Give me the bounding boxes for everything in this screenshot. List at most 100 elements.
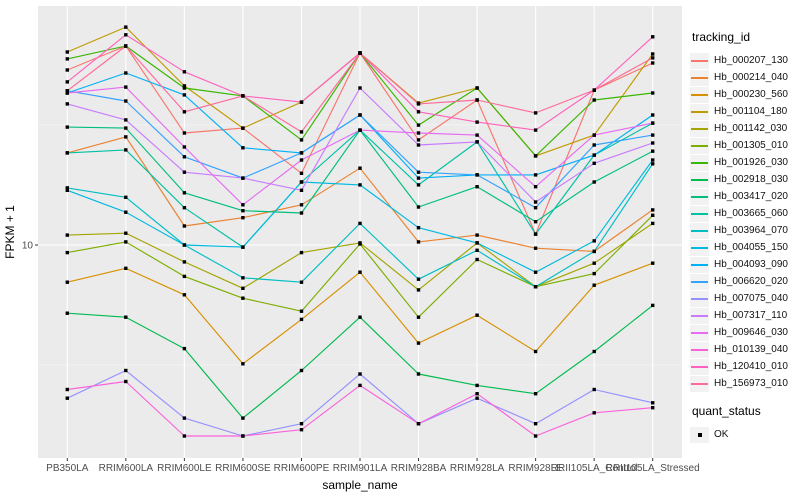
data-point [533, 434, 538, 438]
legend-item: Hb_009646_030 [690, 324, 800, 341]
data-point [416, 110, 421, 114]
legend-key [690, 375, 709, 392]
legend-line-swatch [691, 161, 708, 164]
data-point [241, 245, 245, 249]
legend-line-swatch [691, 212, 708, 215]
legend-item-label: Hb_004093_090 [714, 259, 788, 270]
data-point [475, 313, 479, 317]
y-axis-title: FPKM + 1 [3, 205, 17, 259]
x-tick-label: RRII105LA_Stressed [606, 463, 700, 474]
legend-item: Hb_120410_010 [690, 358, 800, 375]
data-point [651, 221, 655, 226]
x-tick-label: RRIM928LE [508, 463, 563, 474]
quant-ok-key [690, 426, 709, 443]
x-tick-label: RRIM600PE [274, 463, 330, 474]
legend-item: Hb_002918_030 [690, 171, 800, 188]
data-point [592, 387, 596, 392]
data-point [182, 86, 187, 90]
legend-key [690, 69, 709, 86]
data-point [182, 434, 187, 438]
legend-item: Hb_006620_020 [690, 273, 800, 290]
data-point [533, 285, 538, 289]
data-point [475, 185, 479, 189]
data-point [65, 57, 69, 61]
data-point [651, 208, 655, 212]
data-point [533, 154, 538, 158]
data-point [592, 98, 596, 102]
data-point [241, 216, 245, 220]
legend-item-label: Hb_003964_070 [714, 225, 788, 236]
legend-item-label: Hb_001305_010 [714, 140, 788, 151]
data-point [416, 183, 421, 187]
data-point [299, 280, 304, 284]
x-tick-label: RRII105LA_Control [551, 463, 638, 474]
data-point [182, 170, 187, 174]
x-tick-label: RRIM928BA [391, 463, 447, 474]
data-point [416, 102, 421, 106]
data-point [65, 387, 69, 392]
data-point [241, 203, 245, 207]
data-point [592, 349, 596, 354]
data-point [182, 274, 187, 279]
legend-line-swatch [691, 195, 708, 198]
data-point [299, 130, 304, 134]
x-tick-label: RRIM600LE [157, 463, 212, 474]
data-point [124, 210, 128, 214]
legend-key [690, 290, 709, 307]
x-tick-label: PB350LA [46, 463, 89, 474]
data-point [182, 84, 187, 88]
data-point [124, 266, 128, 270]
legend-item: Hb_000207_130 [690, 52, 800, 69]
data-point [182, 206, 187, 210]
data-point [416, 205, 421, 209]
data-point [533, 349, 538, 354]
data-point [651, 162, 655, 166]
legend-key [690, 341, 709, 358]
data-point [299, 180, 304, 184]
data-point [592, 153, 596, 157]
data-point [651, 149, 655, 153]
data-point [533, 111, 538, 115]
legend-key [690, 188, 709, 205]
point-markers [65, 25, 655, 438]
data-point [475, 248, 479, 252]
data-point [124, 379, 128, 384]
legend-item: Hb_007317_110 [690, 307, 800, 324]
data-point [124, 135, 128, 139]
legend-item: Hb_010139_040 [690, 341, 800, 358]
data-point [592, 88, 596, 92]
legend-item-label: Hb_003665_060 [714, 208, 788, 219]
legend-key [690, 137, 709, 154]
data-point [533, 200, 538, 204]
legend-items: Hb_000207_130 Hb_000214_040 Hb_000230_560 H… [690, 52, 800, 392]
axis-ticks [35, 244, 654, 461]
data-point [65, 50, 69, 54]
data-point [299, 188, 304, 192]
data-point [182, 145, 187, 149]
data-point [533, 270, 538, 274]
legend-item-label: Hb_007075_040 [714, 293, 788, 304]
legend-item: Hb_007075_040 [690, 290, 800, 307]
data-point [299, 422, 304, 426]
data-point [651, 261, 655, 265]
data-point [592, 411, 596, 415]
data-point [124, 33, 128, 37]
data-point [475, 383, 479, 388]
data-point [299, 171, 304, 175]
data-point [124, 240, 128, 244]
data-point [592, 261, 596, 265]
data-point [124, 315, 128, 319]
legend-title-quant-status: quant_status [692, 404, 761, 418]
legend-line-swatch [691, 365, 708, 368]
data-point [182, 260, 187, 264]
legend-line-swatch [691, 229, 708, 232]
data-point [358, 221, 362, 226]
data-point [651, 35, 655, 39]
legend-key [690, 171, 709, 188]
data-point [65, 250, 69, 255]
data-point [651, 61, 655, 65]
data-point [592, 143, 596, 147]
data-point [358, 183, 362, 187]
legend-key [690, 120, 709, 137]
